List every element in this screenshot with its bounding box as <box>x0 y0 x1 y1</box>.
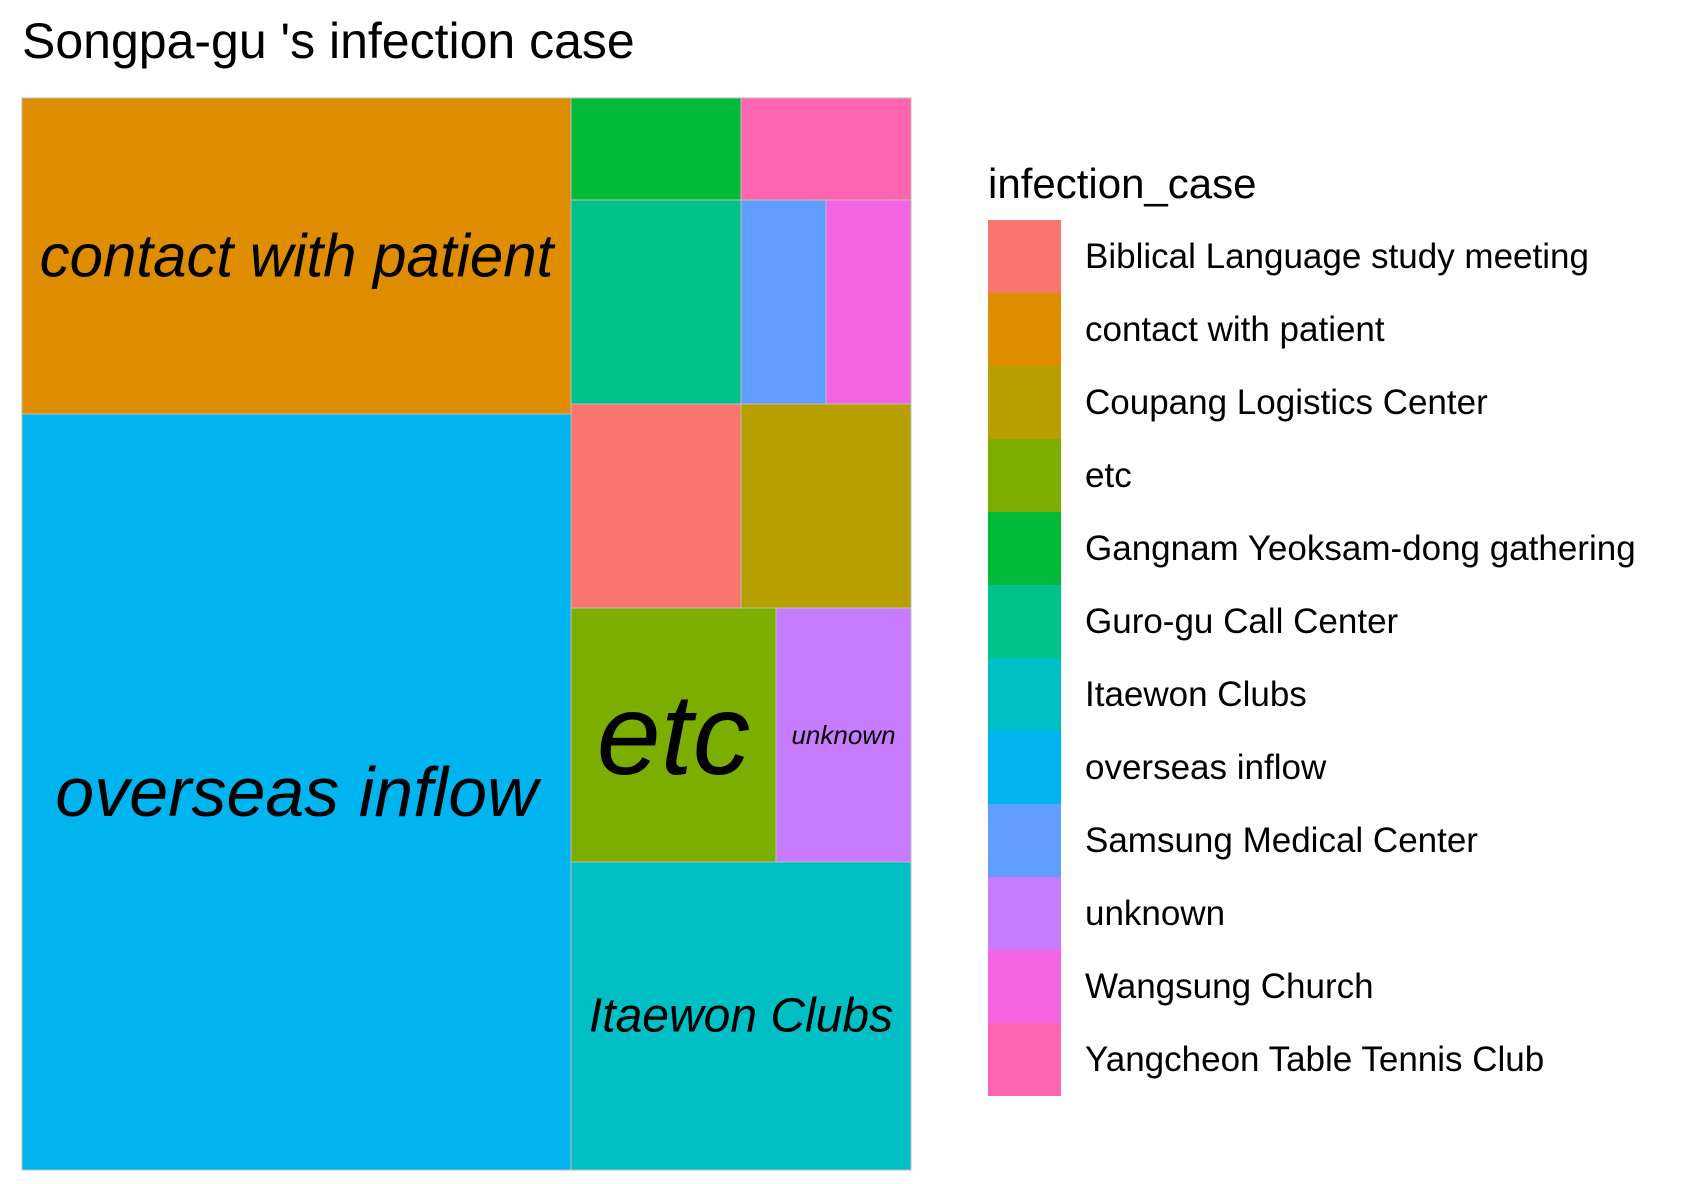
treemap-label-itaewon-clubs: Itaewon Clubs <box>589 990 893 1043</box>
chart-title: Songpa-gu 's infection case <box>22 13 635 69</box>
legend-item-yangcheon-table-tennis-club: Yangcheon Table Tennis Club <box>988 1023 1636 1096</box>
legend-swatch <box>988 512 1061 585</box>
treemap-tile-biblical-language-study-meeting <box>570 403 742 609</box>
legend-label: Yangcheon Table Tennis Club <box>1085 1039 1545 1079</box>
legend-item-overseas-inflow: overseas inflow <box>988 731 1636 804</box>
legend-swatch <box>988 1023 1061 1096</box>
legend-label: Gangnam Yeoksam-dong gathering <box>1085 528 1636 568</box>
treemap-label-contact-with-patient: contact with patient <box>40 223 556 290</box>
legend-swatch <box>988 658 1061 731</box>
legend-item-gangnam-yeoksam-dong-gathering: Gangnam Yeoksam-dong gathering <box>988 512 1636 585</box>
legend-swatch <box>988 731 1061 804</box>
legend-item-biblical-language-study-meeting: Biblical Language study meeting <box>988 220 1636 293</box>
legend-title: infection_case <box>988 160 1257 207</box>
legend-swatch <box>988 366 1061 439</box>
treemap-tile-guro-gu-call-center <box>570 199 742 405</box>
treemap-tile-contact-with-patient <box>21 97 572 415</box>
treemap-tile-etc <box>570 607 777 863</box>
treemap-label-overseas-inflow: overseas inflow <box>55 753 542 831</box>
treemap-label-etc: etc <box>597 671 750 799</box>
legend-label: unknown <box>1085 893 1226 933</box>
treemap-tile-unknown <box>775 607 912 863</box>
legend-label: Samsung Medical Center <box>1085 820 1478 860</box>
legend-swatch <box>988 585 1061 658</box>
legend: infection_case Biblical Language study m… <box>988 160 1636 1096</box>
legend-item-itaewon-clubs: Itaewon Clubs <box>988 658 1636 731</box>
legend-swatch <box>988 877 1061 950</box>
legend-label: Biblical Language study meeting <box>1085 236 1589 276</box>
legend-item-unknown: unknown <box>988 877 1636 950</box>
legend-swatch <box>988 950 1061 1023</box>
legend-label: overseas inflow <box>1085 747 1327 787</box>
legend-rows: Biblical Language study meeting contact w… <box>988 220 1636 1096</box>
legend-item-wangsung-church: Wangsung Church <box>988 950 1636 1023</box>
treemap-tile-gangnam-yeoksam-dong-gathering <box>570 97 742 201</box>
legend-label: Coupang Logistics Center <box>1085 382 1488 422</box>
legend-label: Guro-gu Call Center <box>1085 601 1399 641</box>
legend-item-coupang-logistics-center: Coupang Logistics Center <box>988 366 1636 439</box>
treemap-label-unknown: unknown <box>791 720 895 750</box>
legend-swatch <box>988 439 1061 512</box>
treemap-tile-samsung-medical-center <box>740 199 827 405</box>
legend-label: etc <box>1085 455 1132 495</box>
legend-swatch <box>988 804 1061 877</box>
legend-label: Itaewon Clubs <box>1085 674 1307 714</box>
legend-swatch <box>988 220 1061 293</box>
treemap-tile-coupang-logistics-center <box>740 403 912 609</box>
legend-swatch <box>988 293 1061 366</box>
legend-item-guro-gu-call-center: Guro-gu Call Center <box>988 585 1636 658</box>
treemap-tile-wangsung-church <box>825 199 912 405</box>
treemap-tile-itaewon-clubs <box>570 861 912 1171</box>
legend-item-samsung-medical-center: Samsung Medical Center <box>988 804 1636 877</box>
treemap-tile-yangcheon-table-tennis-club <box>740 97 912 201</box>
legend-item-contact-with-patient: contact with patient <box>988 293 1636 366</box>
legend-label: Wangsung Church <box>1085 966 1374 1006</box>
legend-item-etc: etc <box>988 439 1636 512</box>
treemap-tile-overseas-inflow <box>21 413 572 1171</box>
legend-label: contact with patient <box>1085 309 1385 349</box>
